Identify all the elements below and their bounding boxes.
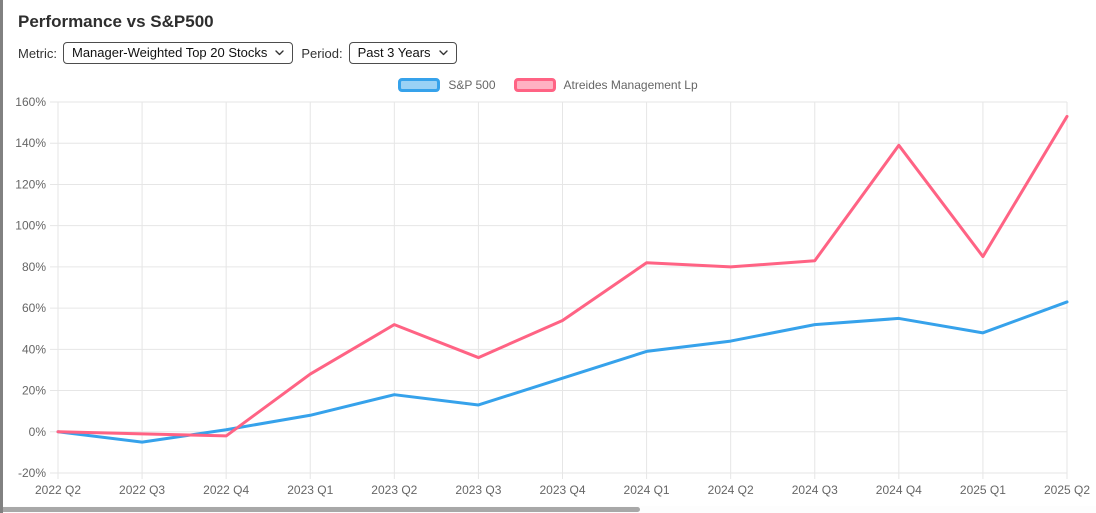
window-left-edge [0,0,3,513]
legend-label-sp500: S&P 500 [448,78,496,92]
line-chart: -20% 0% 20% 40% 60% 80% 100% 120% 140% 160% 2022 Q… [15,95,1090,497]
x-tick-label: 2025 Q1 [960,483,1006,497]
y-tick-label: 140% [15,136,46,150]
y-tick-label: 160% [15,95,46,109]
x-tick-label: 2025 Q2 [1044,483,1090,497]
legend-swatch-sp500 [398,78,441,92]
y-tick-label: -20% [18,466,46,480]
legend-item-atreides[interactable]: Atreides Management Lp [513,78,698,92]
chevron-down-icon [275,49,285,56]
horizontal-scrollbar-thumb[interactable] [0,507,640,512]
metric-select[interactable]: Manager-Weighted Top 20 Stocks [63,42,294,64]
series-line-0 [56,300,1069,444]
x-tick-label: 2022 Q4 [203,483,249,497]
x-tick-label: 2024 Q1 [624,483,670,497]
page-title: Performance vs S&P500 [18,12,214,31]
x-tick-label: 2023 Q3 [455,483,501,497]
metric-select-value: Manager-Weighted Top 20 Stocks [72,45,268,60]
x-tick-label: 2022 Q3 [119,483,165,497]
series-line-1 [56,114,1069,438]
chart-legend: S&P 500 Atreides Management Lp [0,78,1096,92]
x-tick-label: 2024 Q2 [708,483,754,497]
x-tick-label: 2023 Q4 [539,483,585,497]
x-tick-label: 2023 Q1 [287,483,333,497]
chart-controls: Metric: Manager-Weighted Top 20 Stocks P… [18,42,1096,64]
y-tick-label: 40% [22,342,46,356]
period-select-value: Past 3 Years [357,45,431,60]
y-tick-label: 60% [22,301,46,315]
x-tick-label: 2023 Q2 [371,483,417,497]
legend-label-atreides: Atreides Management Lp [563,78,698,92]
x-tick-label: 2022 Q2 [35,483,81,497]
legend-swatch-atreides [513,78,556,92]
chart-area: S&P 500 Atreides Management Lp -20% 0% 20%… [0,77,1096,497]
y-tick-label: 120% [15,177,46,191]
chevron-down-icon [438,49,448,56]
horizontal-scrollbar [0,506,1096,513]
y-tick-label: 20% [22,384,46,398]
period-select[interactable]: Past 3 Years [348,42,457,64]
x-tick-label: 2024 Q3 [792,483,838,497]
y-tick-label: 100% [15,219,46,233]
y-tick-label: 0% [29,425,47,439]
y-tick-label: 80% [22,260,46,274]
metric-label: Metric: [18,45,57,61]
legend-item-sp500[interactable]: S&P 500 [398,78,496,92]
x-tick-label: 2024 Q4 [876,483,922,497]
period-label: Period: [301,45,343,61]
